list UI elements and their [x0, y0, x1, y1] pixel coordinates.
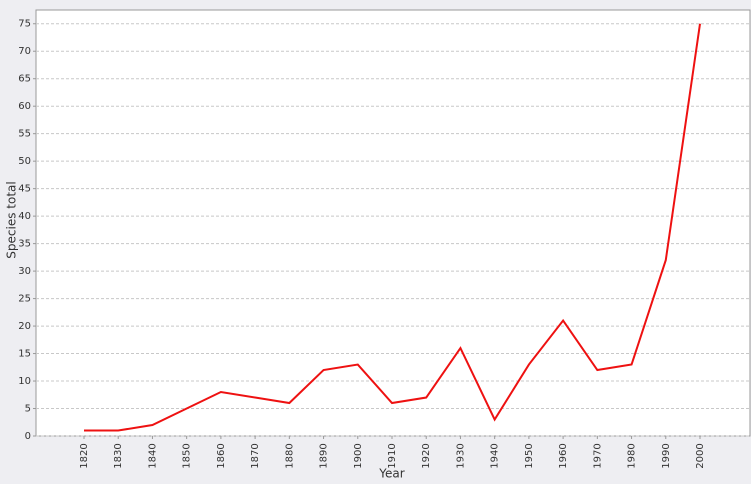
y-tick-label: 15 — [18, 349, 31, 360]
y-tick-label: 70 — [18, 46, 31, 57]
y-tick-label: 20 — [18, 321, 31, 332]
x-tick-label: 1880 — [284, 443, 295, 468]
y-tick-label: 25 — [18, 294, 31, 305]
y-tick-label: 60 — [18, 101, 31, 112]
x-tick-label: 1910 — [387, 443, 398, 468]
x-tick-label: 1960 — [558, 443, 569, 468]
y-tick-label: 10 — [18, 376, 31, 387]
y-tick-label: 50 — [18, 156, 31, 167]
line-series — [84, 23, 701, 432]
x-tick-label: 1900 — [353, 443, 364, 468]
y-tick-label: 65 — [18, 74, 31, 85]
x-tick-label: 1820 — [79, 443, 90, 468]
y-tick-label: 35 — [18, 239, 31, 250]
x-tick-label: 1860 — [216, 443, 227, 468]
x-tick-label: 2000 — [695, 443, 706, 468]
x-tick-label: 1940 — [490, 443, 501, 468]
x-tick-label: 1930 — [455, 443, 466, 468]
y-tick-label: 45 — [18, 184, 31, 195]
y-tick-label: 55 — [18, 129, 31, 140]
x-axis-label: Year — [378, 467, 404, 481]
y-axis-label: Species total — [5, 181, 19, 258]
y-tick-label: 30 — [18, 266, 31, 277]
x-tick-label: 1920 — [421, 443, 432, 468]
x-tick-label: 1890 — [319, 443, 330, 468]
x-tick-label: 1950 — [524, 443, 535, 468]
x-tick-label: 1870 — [250, 443, 261, 468]
x-tick-label: 1970 — [592, 443, 603, 468]
x-tick-label: 1840 — [147, 443, 158, 468]
y-tick-label: 0 — [25, 431, 31, 442]
y-tick-label: 5 — [25, 404, 31, 415]
x-tick-label: 1850 — [182, 443, 193, 468]
x-tick-label: 1990 — [661, 443, 672, 468]
plot-area — [35, 9, 751, 437]
y-tick-label: 40 — [18, 211, 31, 222]
x-tick-label: 1980 — [627, 443, 638, 468]
y-tick-label: 75 — [18, 19, 31, 30]
x-tick-label: 1830 — [113, 443, 124, 468]
